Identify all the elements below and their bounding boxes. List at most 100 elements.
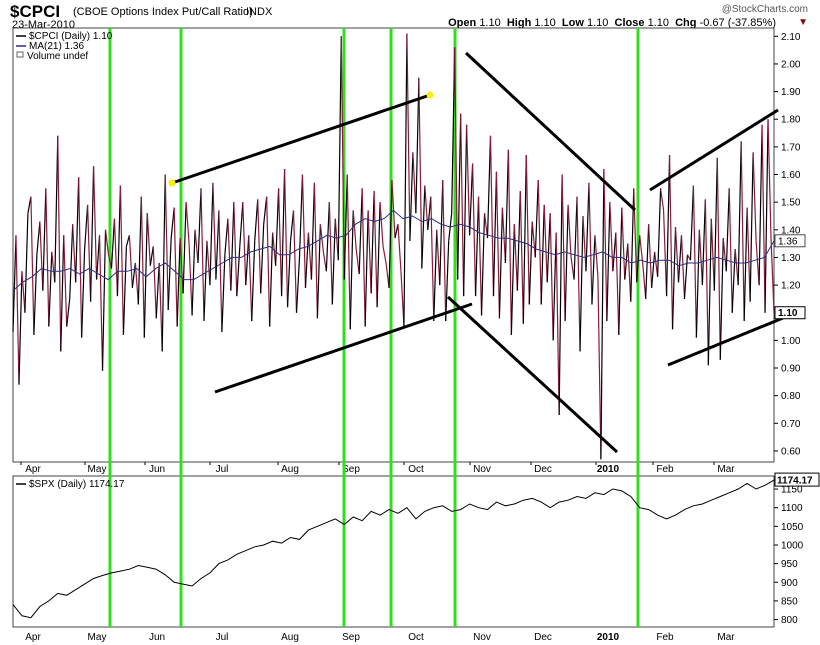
cpci-segment (21, 271, 26, 313)
cpci-y-tick-label: 2.00 (781, 59, 801, 70)
cpci-segment (358, 188, 363, 275)
cpci-y-tick-label: 1.20 (781, 281, 801, 292)
spx-last-value-box (774, 472, 820, 487)
ma-line (12, 209, 775, 291)
cpci-segment (278, 188, 283, 297)
cpci-segment (579, 215, 584, 352)
cpci-segment (522, 155, 527, 324)
cpci-segment (155, 262, 160, 319)
cpci-segment (39, 221, 44, 291)
spx-x-tick-label: Mar (717, 632, 735, 643)
cpci-segment (633, 188, 638, 283)
cpci-segment (367, 210, 372, 294)
spx-x-tick-label: May (88, 632, 107, 643)
cpci-segment (143, 213, 148, 338)
spx-x-tick-label: Apr (25, 632, 41, 643)
low-label: Low (561, 17, 584, 29)
cpci-segment (433, 229, 438, 322)
cpci-last-value-box (774, 306, 806, 320)
cpci-segment (770, 238, 775, 313)
cpci-segment (463, 124, 468, 297)
cpci-segment (131, 262, 136, 288)
cpci-segment (495, 171, 501, 319)
cpci-segment (668, 155, 674, 330)
cpci-segment (292, 210, 298, 313)
cpci-y-tick-label: 1.30 (781, 253, 801, 264)
cpci-x-tick-label: Oct (408, 464, 424, 475)
cpci-segment (254, 199, 259, 241)
cpci-x-tick-label: Nov (473, 464, 491, 475)
cpci-segment (218, 210, 223, 333)
cpci-segment (385, 262, 390, 288)
cpci-segment (457, 113, 462, 280)
cpci-segment (698, 229, 703, 286)
cpci-segment (161, 174, 166, 352)
trendline (667, 316, 784, 367)
cpci-segment (627, 243, 632, 302)
cpci-segment (364, 210, 369, 327)
cpci-segment (352, 210, 357, 250)
cpci-segment (492, 171, 498, 297)
cpci-segment (561, 174, 566, 322)
cpci-segment (51, 251, 56, 283)
cpci-segment (660, 188, 665, 211)
cpci-x-tick-label: Dec (534, 464, 552, 475)
cpci-segment (701, 199, 706, 286)
cpci-segment (618, 207, 623, 335)
cpci-segment (72, 224, 77, 283)
cpci-segment (170, 207, 175, 239)
cpci-segment (251, 240, 256, 322)
cpci-segment (546, 213, 551, 283)
spx-x-tick-label: Oct (408, 632, 424, 643)
cpci-segment (289, 210, 295, 241)
cpci-segment (537, 180, 542, 305)
cpci-segment (48, 251, 53, 327)
cpci-segment (674, 226, 680, 283)
ma-last-value-label: 1.36 (778, 236, 798, 247)
cpci-segment (200, 188, 205, 322)
cpci-segment (582, 215, 587, 272)
cpci-segment (651, 251, 656, 288)
trendline-endpoint-marker (426, 91, 434, 99)
cpci-segment (737, 141, 742, 286)
spx-panel-frame (12, 475, 775, 628)
cpci-y-tick-label: 1.50 (781, 198, 801, 209)
spx-x-tick-label: Nov (473, 632, 491, 643)
cpci-x-tick-label: 2010 (597, 464, 620, 475)
cpci-segment (197, 188, 202, 263)
spx-y-tick-label: 1000 (781, 540, 804, 551)
cpci-segment (746, 207, 751, 302)
cpci-segment (555, 232, 560, 416)
cpci-segment (242, 202, 247, 286)
cpci-segment (451, 47, 456, 214)
spx-x-tick-label: Jul (216, 632, 229, 643)
cpci-segment (519, 191, 524, 324)
cpci-segment (134, 262, 139, 305)
cpci-segment (382, 246, 387, 264)
cpci-segment (331, 218, 336, 305)
cpci-segment (680, 235, 686, 299)
cpci-segment (42, 188, 47, 291)
cpci-segment (683, 254, 689, 299)
cpci-segment (755, 240, 760, 286)
cpci-segment (322, 251, 327, 272)
cpci-segment (564, 204, 569, 322)
cpci-x-tick-label: Feb (656, 464, 674, 475)
cpci-segment (75, 177, 80, 283)
cpci-segment (752, 152, 757, 241)
symbol-description: (CBOE Options Index Put/Call Ratio) (73, 6, 253, 18)
cpci-segment (113, 218, 119, 297)
cpci-segment (137, 196, 142, 305)
spx-x-tick-label: 2010 (597, 632, 620, 643)
spx-last-value-label: 1174.17 (777, 476, 813, 487)
cpci-segment (343, 174, 348, 280)
cpci-segment (78, 177, 83, 338)
cpci-x-tick-label: Aug (281, 464, 299, 475)
cpci-y-tick-label: 1.60 (781, 170, 801, 181)
high-label: High (506, 17, 532, 29)
cpci-y-tick-label: 1.00 (781, 336, 801, 347)
trendline (649, 108, 779, 192)
cpci-segment (36, 221, 41, 255)
cpci-segment (54, 135, 59, 283)
cpci-y-tick-label: 2.10 (781, 32, 801, 43)
